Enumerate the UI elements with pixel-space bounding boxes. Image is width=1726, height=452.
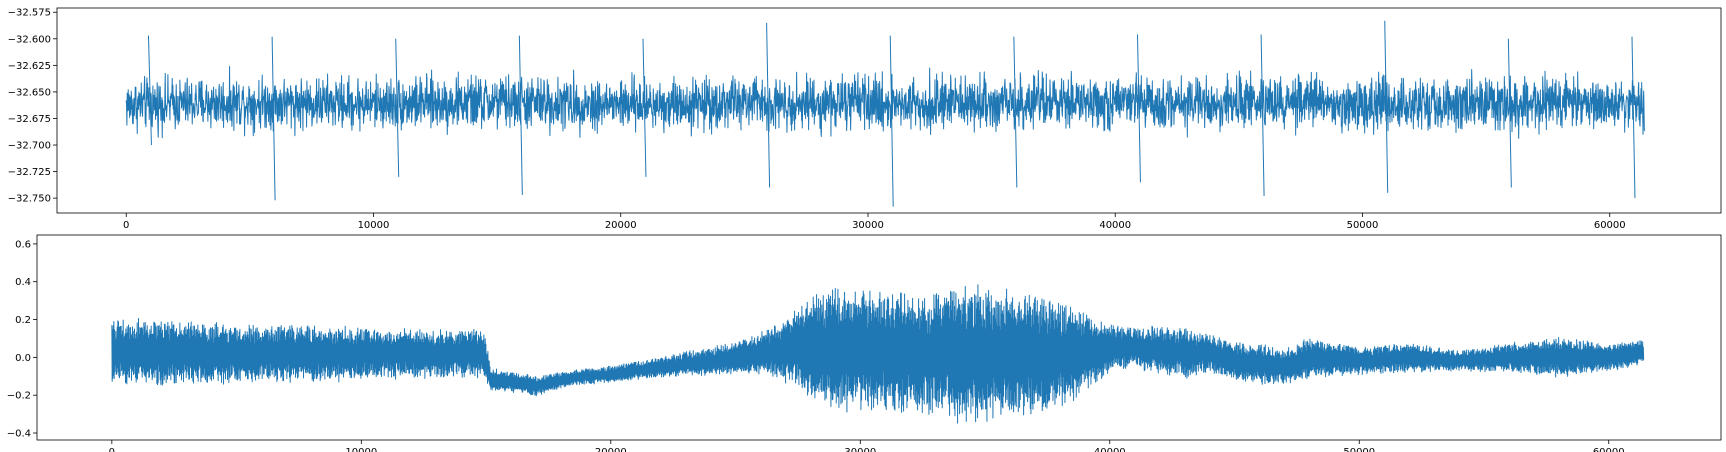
series-line-bottom — [111, 284, 1645, 424]
x-tick-label: 30000 — [852, 220, 884, 231]
y-tick-label: −32.675 — [8, 114, 51, 125]
x-tick-label: 20000 — [605, 220, 637, 231]
y-tick-label: 0.4 — [15, 277, 31, 288]
x-tick-label: 50000 — [1347, 220, 1379, 231]
plot-top: 0 10000 20000 30000 40000 50000 60000 −32.575 −3… — [8, 7, 1722, 231]
y-tick-label: −32.750 — [8, 194, 51, 205]
y-tick-label: −0.4 — [7, 429, 31, 440]
x-tick-label: 10000 — [345, 447, 377, 452]
x-tick-label: 40000 — [1094, 447, 1126, 452]
axes-frame-bottom — [36, 234, 1722, 441]
x-tick-label: 20000 — [595, 447, 627, 452]
y-tick-label: −0.2 — [7, 391, 31, 402]
plot-bottom: 0 10000 20000 30000 40000 50000 60000 0.6 0.4 0.2… — [7, 234, 1722, 452]
y-tick-label: 0.0 — [15, 353, 31, 364]
x-tick-label: 60000 — [1593, 447, 1625, 452]
y-tick-label: 0.6 — [15, 239, 31, 250]
y-tick-label: −32.700 — [8, 141, 51, 152]
x-tick-label: 50000 — [1343, 447, 1375, 452]
axes-frame-top — [56, 7, 1722, 214]
y-tick-label: −32.650 — [8, 87, 51, 98]
y-tick-label: 0.2 — [15, 315, 31, 326]
y-tick-label: −32.725 — [8, 167, 51, 178]
y-tick-label: −32.625 — [8, 61, 51, 72]
series-line-top — [125, 20, 1645, 207]
x-tick-label: 30000 — [844, 447, 876, 452]
y-tick-label: −32.600 — [8, 34, 51, 45]
x-tick-label: 60000 — [1594, 220, 1626, 231]
x-tick-label: 0 — [123, 220, 129, 231]
y-tick-label: −32.575 — [8, 8, 51, 19]
x-tick-label: 40000 — [1099, 220, 1131, 231]
x-tick-label: 0 — [109, 447, 115, 452]
x-tick-label: 10000 — [358, 220, 390, 231]
